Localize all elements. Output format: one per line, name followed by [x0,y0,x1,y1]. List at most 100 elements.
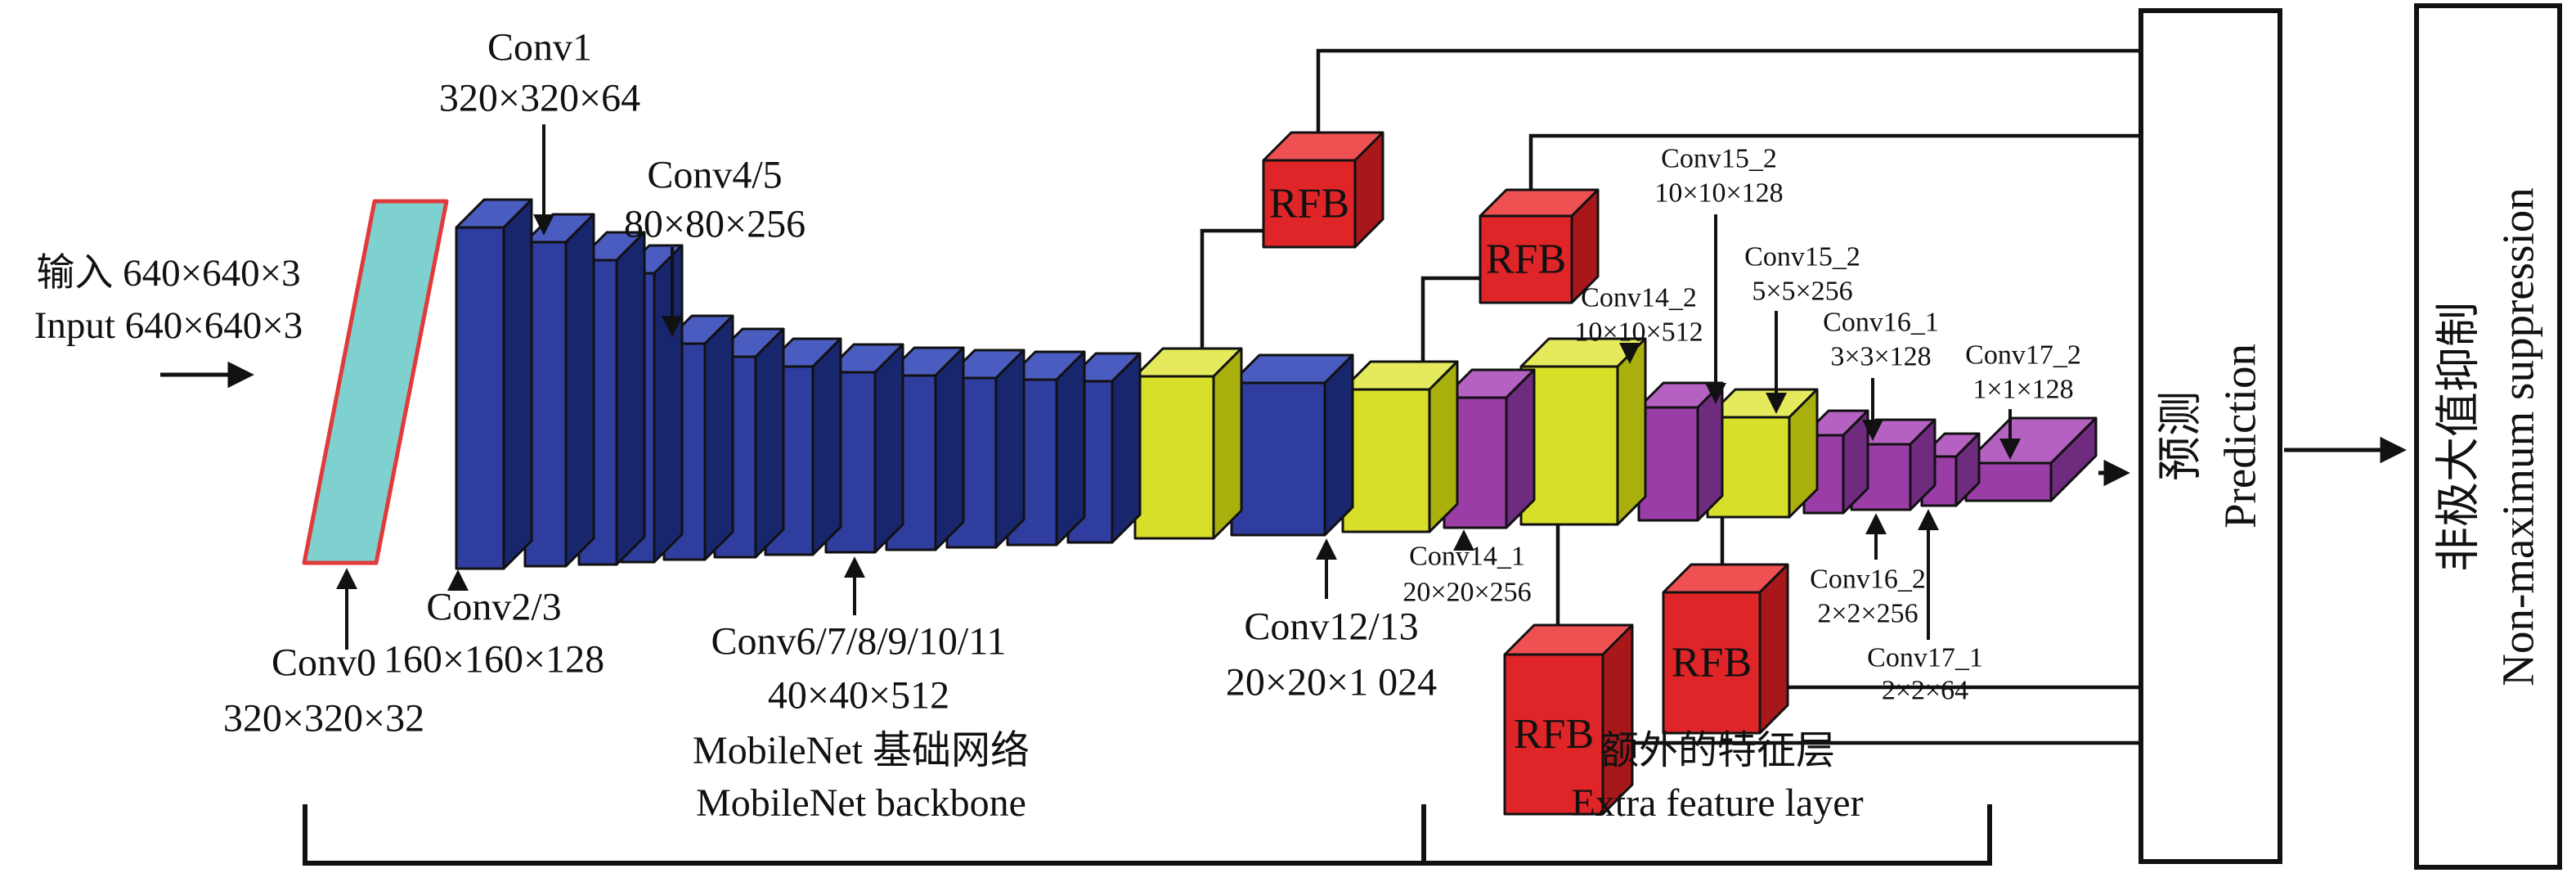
box-y1-front-face [1133,375,1215,540]
flow-arrows [160,361,2407,487]
label-conv16-2-line1: Conv16_2 [1810,565,1926,595]
box-b1 [455,198,533,570]
connection-line-4 [1528,133,2138,190]
box-y2-front-face [1341,388,1431,533]
connection-line-3 [1420,276,1480,389]
rfb-top-2-label: RFB [1486,236,1566,283]
label-conv1: Conv1 320×320×64 [439,26,640,236]
box-b7-side-face [811,337,842,556]
label-conv16-2: Conv16_2 2×2×256 [1810,513,1926,629]
label-conv15-2a-line2: 10×10×128 [1654,178,1783,209]
box-y4 [1706,388,1819,519]
box-b10-side-face [994,349,1025,549]
prediction-panel-text: 预测 Prediction [2151,344,2269,529]
box-y1 [1133,347,1243,540]
rfb-bottom-2-label: RFB [1672,640,1752,686]
label-conv15-2b-line1: Conv15_2 [1744,242,1860,272]
box-b5-side-face [703,314,734,561]
extra-label-en: Extra feature layer [1571,781,1864,825]
label-conv16-1-line1: Conv16_1 [1823,308,1939,338]
rfb-bottom-2-side-face [1758,563,1789,735]
box-b2 [523,213,595,568]
input-plane [302,199,449,565]
box-y2-side-face [1428,360,1459,533]
label-conv6-11-line1: Conv6/7/8/9/10/11 [711,620,1007,664]
label-conv1-line1: Conv1 [487,26,592,70]
rfb-top-1: RFB [1262,131,1384,249]
box-y3-front-face [1519,365,1619,526]
box-p6 [1964,416,2098,502]
rfb-top-1-label: RFB [1269,181,1349,227]
label-conv17-1: Conv17_12×2×64 [1867,509,1983,706]
prediction-panel: 预测 Prediction [2138,8,2282,864]
box-y1-side-face [1212,347,1243,540]
box-p2-front-face [1637,406,1699,522]
label-conv14-1-line2: 20×20×256 [1402,578,1531,608]
box-b8-side-face [873,343,904,554]
box-b4-side-face [653,244,684,564]
rfb-bottom-2: RFB [1662,563,1789,735]
label-conv4-5-line1: Conv4/5 [647,154,782,197]
label-conv6-11-line2: 40×40×512 [768,674,949,718]
label-conv14-1-line1: Conv14_1 [1409,542,1525,572]
box-y3 [1519,337,1647,526]
rfb-bottom-1-front-face [1503,653,1604,816]
backbone-label-cn: MobileNet 基础网络 [693,729,1030,772]
nms-label-en: Non-maximum suppression [2492,187,2542,686]
label-conv2-3: Conv2/3 160×160×128 [384,569,604,682]
rfb-bottom-2-front-face [1662,591,1761,735]
label-conv0: Conv0 320×320×32 [223,568,424,740]
label-conv15-2a-line1: Conv15_2 [1661,144,1777,174]
box-y2 [1341,360,1459,533]
label-conv6-11: Conv6/7/8/9/10/11 40×40×512 [711,556,1007,718]
box-b1-side-face [502,198,533,570]
prediction-label-cn: 预测 [2155,390,2206,482]
box-b9-side-face [934,346,965,551]
nms-panel: 非极大值抑制 Non-maximum suppression [2414,3,2562,870]
box-b11-side-face [1055,350,1086,547]
rfb-top-2: RFB [1479,188,1600,304]
rfb-top-1-front-face [1262,159,1357,249]
box-b13 [1230,353,1354,537]
label-conv0-line1: Conv0 [272,641,376,685]
label-conv17-2-line2: 1×1×128 [1972,375,2073,405]
label-conv14-1: Conv14_1 20×20×256 [1402,529,1532,608]
label-conv17-2-line1: Conv17_2 [1965,340,2081,371]
bracket-path-1 [303,804,1992,866]
input-label-cn: 输入 640×640×3 [36,252,301,295]
label-conv14-2-line1: Conv14_2 [1581,283,1697,313]
prediction-label-en: Prediction [2215,343,2264,529]
box-b3-side-face [615,231,646,566]
nms-label-cn: 非极大值抑制 [2432,301,2483,572]
rfb-bottom-1: RFB [1503,623,1634,816]
label-conv16-2-line2: 2×2×256 [1817,599,1918,629]
connection-line-2 [1316,48,2138,133]
box-p2-side-face [1696,381,1724,522]
box-p2 [1637,381,1724,522]
box-b13-front-face [1230,381,1326,537]
label-conv14-2: Conv14_2 10×10×512 [1574,283,1703,364]
box-b13-side-face [1323,353,1354,537]
backbone-label-en: MobileNet backbone [696,781,1026,825]
rfb-modules: RFB RFB RFB RFB [1262,131,1789,816]
box-b6-side-face [754,327,785,559]
connection-line-1 [1200,228,1263,376]
label-conv15-2b: Conv15_2 5×5×256 [1744,242,1860,414]
box-y3-side-face [1616,337,1647,526]
label-conv17-2: Conv17_2 1×1×128 [1965,340,2081,460]
label-conv12-13-line2: 20×20×1 024 [1226,661,1437,704]
label-conv17-1-line1: Conv17_1 [1867,643,1983,673]
label-conv15-2a: Conv15_2 10×10×128 [1654,144,1784,404]
label-conv4-5: Conv4/5 80×80×256 [624,154,806,337]
label-conv16-1: Conv16_1 3×3×128 [1823,308,1939,441]
bottom-brackets [303,804,1992,866]
label-conv12-13: Conv12/13 20×20×1 024 [1226,538,1437,704]
input-label-en: Input 640×640×3 [34,304,303,347]
box-p1-side-face [1505,368,1536,529]
extra-bracket-label: 额外的特征层 Extra feature layer [1349,725,2085,830]
box-b2-side-face [564,213,595,568]
label-conv4-5-line2: 80×80×256 [624,203,806,246]
